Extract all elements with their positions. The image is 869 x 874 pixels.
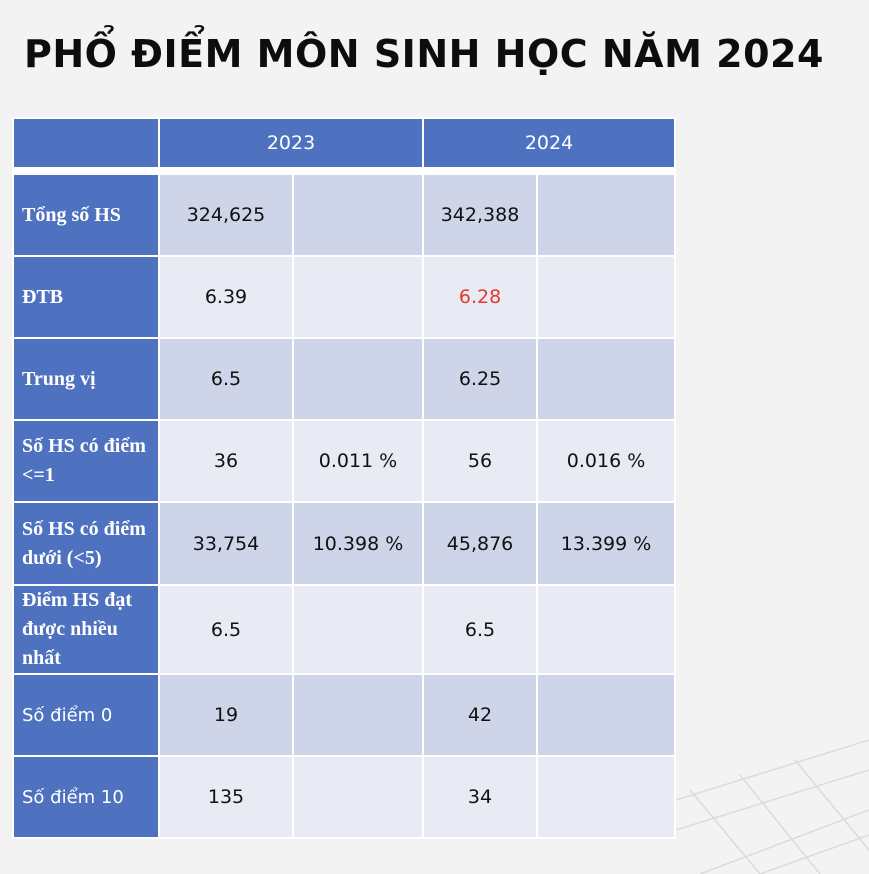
table-row: Trung vị 6.5 6.25 [12, 337, 677, 421]
value-2023: 6.5 [158, 584, 294, 675]
row-label-count-score-0: Số điểm 0 [12, 673, 160, 757]
value-2024: 56 [422, 419, 539, 503]
score-statistics-table: 2023 2024 Tổng số HS 324,625 342,388 ĐTB… [11, 117, 677, 839]
table-row: Số HS có điểm dưới (<5) 33,754 10.398 % … [12, 501, 677, 586]
table-row: Số điểm 10 135 34 [12, 755, 677, 839]
value-2024: 6.25 [422, 337, 539, 421]
table-row: Số điểm 0 19 42 [12, 673, 677, 757]
percent-2023 [291, 255, 425, 339]
percent-2023 [291, 755, 425, 839]
percent-2023 [291, 584, 425, 675]
row-label-median: Trung vị [12, 337, 160, 421]
percent-2024 [536, 673, 677, 757]
value-2024: 34 [422, 755, 539, 839]
value-2023: 19 [158, 673, 294, 757]
row-label-total-students: Tổng số HS [12, 173, 160, 257]
header-empty-cell [12, 117, 160, 169]
value-2023: 33,754 [158, 501, 294, 586]
percent-2024: 0.016 % [536, 419, 677, 503]
percent-2024 [536, 584, 677, 675]
table-row: Số HS có điểm <=1 36 0.011 % 56 0.016 % [12, 419, 677, 503]
value-2023: 324,625 [158, 173, 294, 257]
value-2024: 42 [422, 673, 539, 757]
percent-2023: 10.398 % [291, 501, 425, 586]
percent-2023 [291, 173, 425, 257]
value-2024: 6.5 [422, 584, 539, 675]
row-label-average-score: ĐTB [12, 255, 160, 339]
table-header-row: 2023 2024 [12, 117, 677, 169]
table-row: ĐTB 6.39 6.28 [12, 255, 677, 339]
percent-2023 [291, 337, 425, 421]
value-2023: 6.39 [158, 255, 294, 339]
value-2024: 342,388 [422, 173, 539, 257]
row-label-most-common-score: Điểm HS đạt được nhiều nhất [12, 584, 160, 675]
row-label-score-at-most-1: Số HS có điểm <=1 [12, 419, 160, 503]
percent-2023: 0.011 % [291, 419, 425, 503]
value-2023: 135 [158, 755, 294, 839]
table-row: Điểm HS đạt được nhiều nhất 6.5 6.5 [12, 584, 677, 675]
percent-2023 [291, 673, 425, 757]
value-2023: 6.5 [158, 337, 294, 421]
percent-2024: 13.399 % [536, 501, 677, 586]
page-title: PHỔ ĐIỂM MÔN SINH HỌC NĂM 2024 [24, 32, 824, 76]
percent-2024 [536, 255, 677, 339]
value-2024-highlighted: 6.28 [422, 255, 539, 339]
header-year-2024: 2024 [422, 117, 677, 169]
table-row: Tổng số HS 324,625 342,388 [12, 173, 677, 257]
percent-2024 [536, 755, 677, 839]
value-2024: 45,876 [422, 501, 539, 586]
percent-2024 [536, 173, 677, 257]
header-year-2023: 2023 [157, 117, 425, 169]
value-2023: 36 [158, 419, 294, 503]
percent-2024 [536, 337, 677, 421]
row-label-count-score-10: Số điểm 10 [12, 755, 160, 839]
row-label-score-below-5: Số HS có điểm dưới (<5) [12, 501, 160, 586]
